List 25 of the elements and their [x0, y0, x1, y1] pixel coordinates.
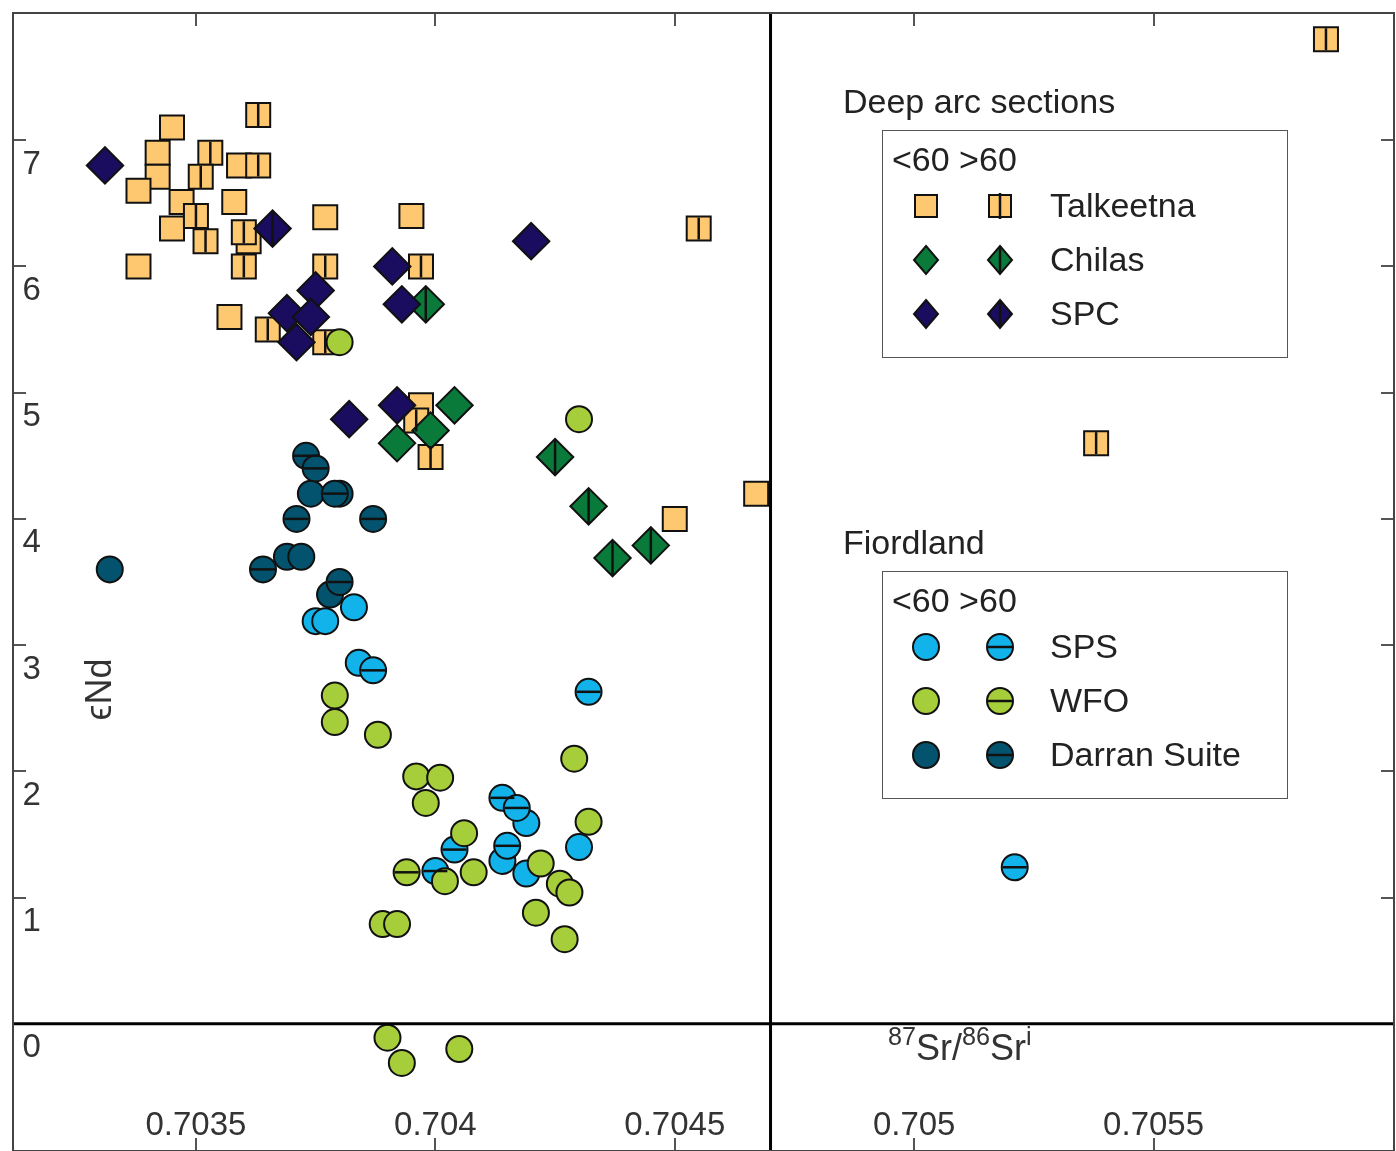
- y-tick-label: 7: [22, 143, 41, 181]
- legend-label: WFO: [1050, 681, 1130, 720]
- y-tick-label: 2: [22, 774, 41, 812]
- legend-label: Chilas: [1050, 240, 1145, 279]
- annotation: Fiordland: [843, 523, 985, 562]
- x-tick-label: 0.7035: [145, 1105, 247, 1142]
- y-tick-label: 3: [22, 648, 41, 686]
- y-axis-title: ϵNd: [77, 658, 119, 721]
- legend-label: Darran Suite: [1050, 735, 1241, 774]
- legend-label: Talkeetna: [1050, 186, 1196, 225]
- y-tick-label: 6: [22, 269, 41, 307]
- legend-label: SPC: [1050, 294, 1120, 333]
- y-tick-label: 1: [22, 901, 41, 939]
- legend-label: SPS: [1050, 627, 1119, 666]
- annotation: Deep arc sections: [843, 82, 1116, 121]
- annotation: <60 >60: [892, 581, 1017, 620]
- x-tick-label: 0.705: [872, 1105, 956, 1142]
- y-tick-label: 4: [22, 522, 41, 560]
- annotation: <60 >60: [892, 140, 1017, 179]
- x-axis-title: $^{87}$Sr/$^{86}$Sr$^{i}$: [888, 1022, 1032, 1069]
- x-tick-label: 0.704: [394, 1105, 477, 1142]
- y-tick-label: 5: [22, 396, 41, 434]
- y-tick-label: 0: [22, 1027, 41, 1065]
- x-tick-label: 0.7045: [624, 1105, 726, 1142]
- x-tick-label: 0.7055: [1103, 1105, 1205, 1142]
